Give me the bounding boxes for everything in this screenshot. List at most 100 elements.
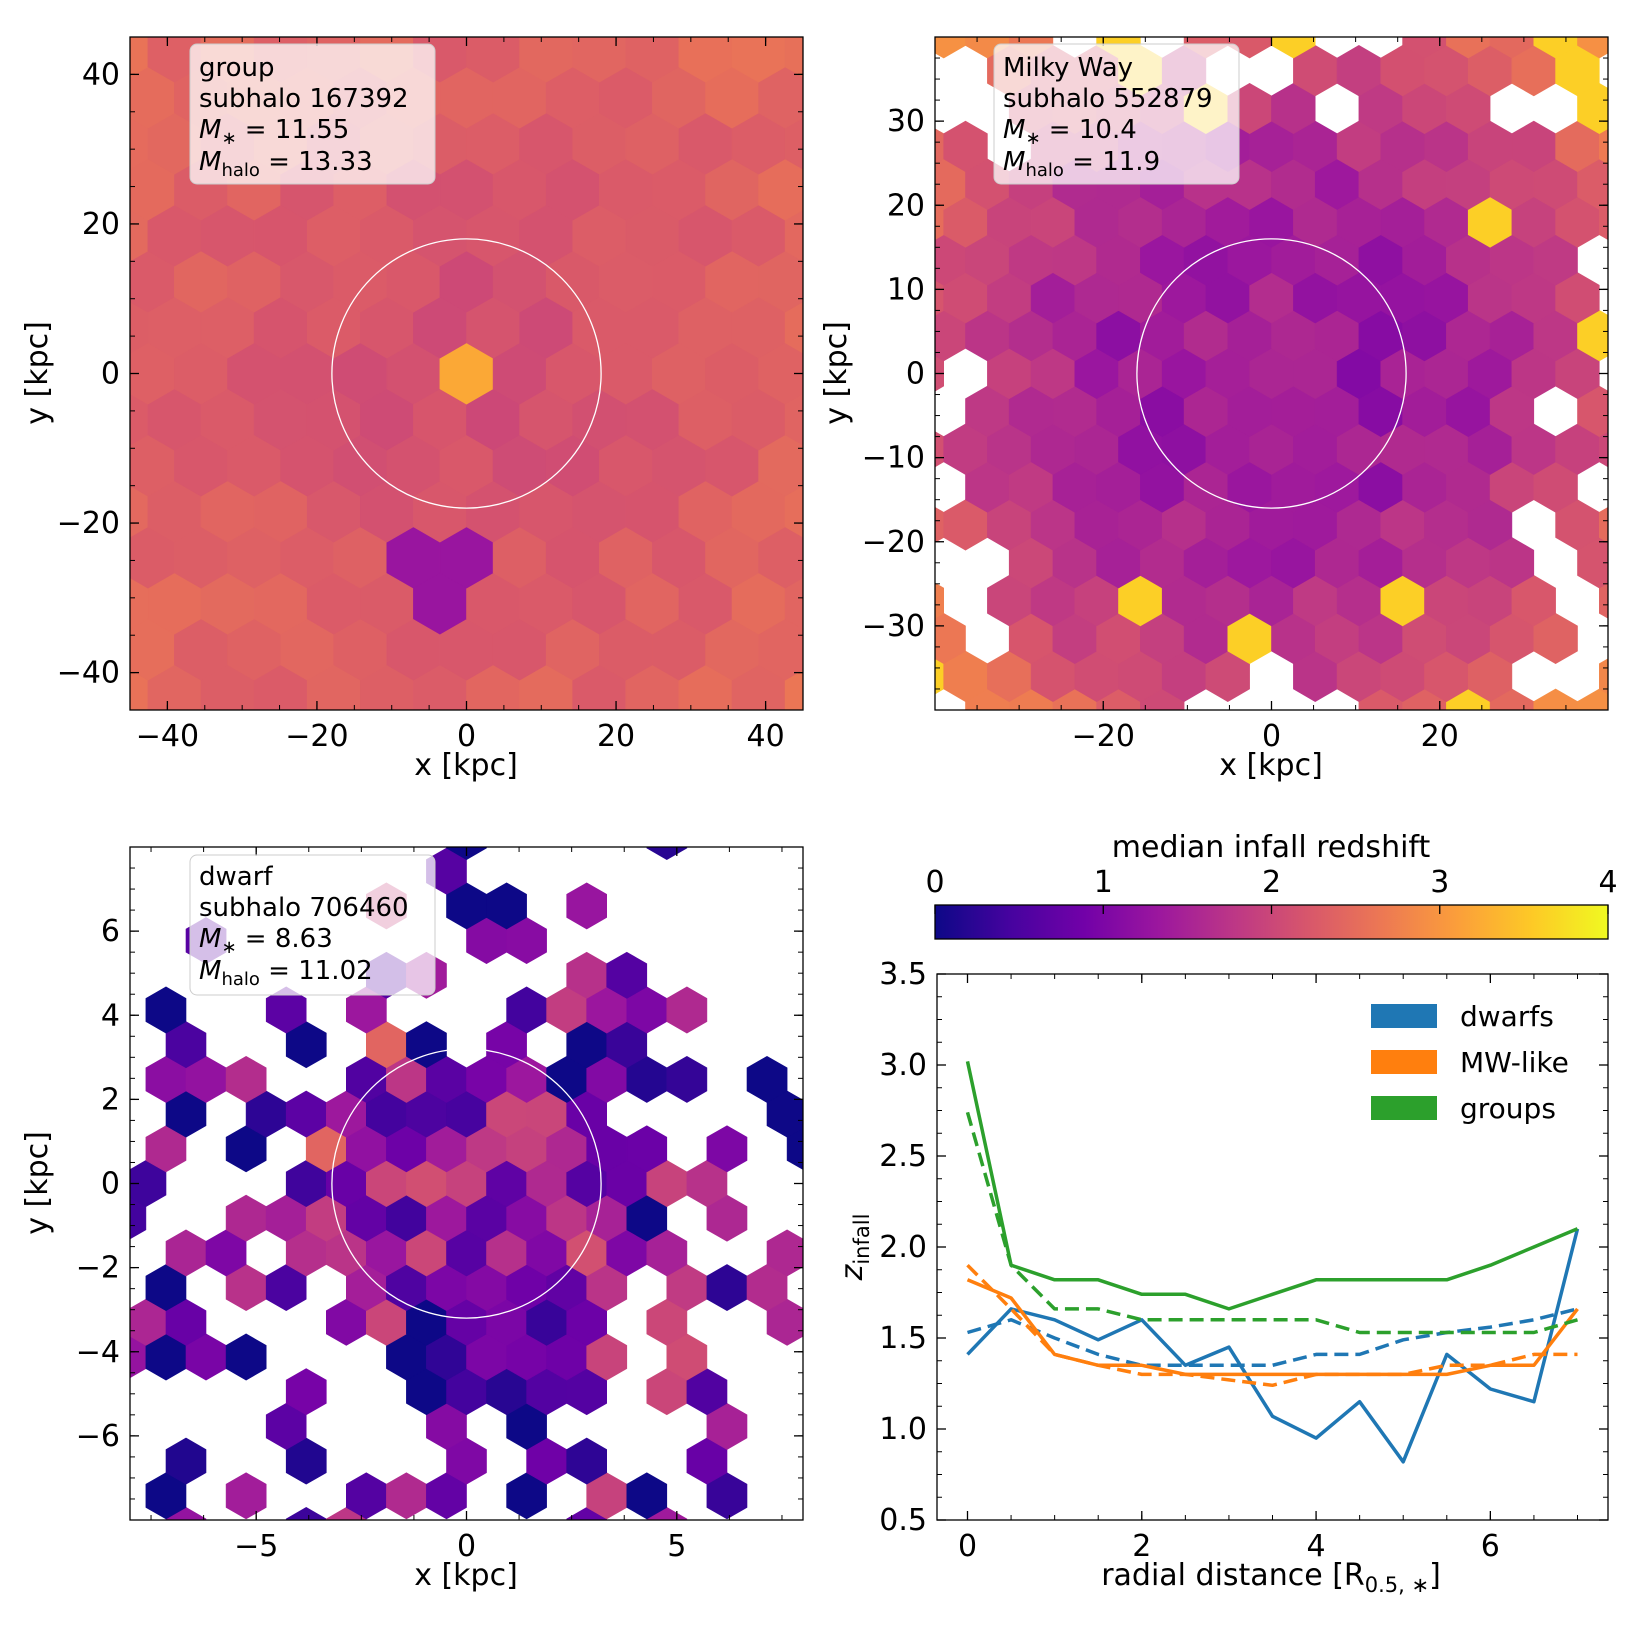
colorbar: median infall redshift 0 1 2 3 4: [925, 830, 1618, 940]
hex-cell: [943, 120, 988, 172]
label-dwarf-line2: subhalo 706460: [199, 893, 409, 923]
hex-cell: [1403, 765, 1447, 816]
y-tick-label: −10: [862, 441, 925, 476]
hex-cell: [1446, 37, 1491, 59]
y-tick-label: 3.5: [879, 957, 927, 992]
legend-swatch-mw-like: [1371, 1050, 1437, 1074]
hex-cell: [812, 527, 865, 588]
plot-frame-dwarf: [129, 846, 804, 1521]
hex-cell: [520, 757, 573, 818]
hex-cell: [891, 757, 944, 818]
axis-ticks-line-plot: 0 2 4 6 0.5 1.0 1.5 2.0 2.5 3.0 3.5: [879, 957, 1608, 1564]
half-mass-circle: [1136, 238, 1407, 509]
hex-cell: [827, 1334, 867, 1380]
xlabel-dwarf: x [kpc]: [414, 1558, 518, 1593]
hex-cell: [1578, 765, 1622, 816]
hex-cell: [813, 575, 857, 626]
colorbar-tick-label: 0: [925, 865, 944, 900]
hexbin-milky-way: [813, 0, 1627, 816]
plot-frame-group: [129, 36, 804, 711]
hex-cell: [878, 310, 922, 361]
x-tick-label: −5: [234, 1529, 278, 1564]
hex-cell: [856, 0, 900, 20]
ylabel-group: y [kpc]: [20, 321, 55, 425]
hex-cell: [965, 37, 1010, 59]
hex-cell: [1162, 727, 1206, 778]
legend-label-mw-like: MW-like: [1460, 1046, 1569, 1079]
x-tick-label: 2: [1132, 1529, 1151, 1564]
label-group-line2: subhalo 167392: [199, 84, 409, 114]
y-tick-label: 0.5: [879, 1503, 927, 1538]
hex-cell: [573, 757, 626, 818]
hex-cell: [440, 0, 493, 36]
hex-cell: [307, 757, 360, 818]
y-tick-label: 1.0: [879, 1412, 927, 1447]
hex-cell: [606, 951, 648, 999]
hex-cell: [679, 757, 732, 818]
hex-cell: [625, 37, 680, 83]
hex-cell: [15, 0, 68, 36]
hex-cell: [935, 37, 966, 59]
hex-cell: [165, 1437, 207, 1485]
hex-cell: [838, 665, 891, 726]
hex-cell: [206, 1577, 246, 1623]
hex-cell: [785, 757, 838, 818]
hex-cell: [1533, 37, 1578, 59]
hex-cell: [813, 500, 857, 551]
hex-cell: [68, 0, 121, 36]
axis-ticks-group: −40 −20 0 20 40 −40 −20 0 20 40: [57, 36, 804, 754]
hex-cell: [1599, 727, 1627, 778]
hex-cell: [1425, 0, 1469, 20]
hex-cell: [935, 582, 945, 619]
hex-cell: [784, 37, 803, 78]
hex-cell: [467, 779, 507, 825]
x-tick-label: 0: [457, 719, 476, 754]
hex-cell: [0, 21, 42, 82]
hex-cell: [519, 37, 574, 83]
hex-cell: [856, 348, 900, 398]
hex-cell: [0, 481, 42, 542]
hex-cell: [1227, 37, 1272, 59]
hex-cell: [334, 0, 387, 36]
legend-swatch-dwarfs: [1371, 1004, 1437, 1028]
half-mass-circle: [331, 1048, 602, 1319]
hex-cell: [812, 435, 865, 496]
hex-cell: [0, 527, 15, 588]
y-tick-label: 20: [887, 188, 925, 223]
hex-cell: [834, 83, 878, 133]
y-tick-label: −6: [76, 1419, 120, 1454]
hex-cell: [1402, 37, 1447, 59]
hex-cell: [15, 435, 68, 496]
hex-cell: [944, 0, 988, 20]
series-dwarfs-dashed: [967, 1307, 1578, 1368]
hex-cell: [121, 0, 174, 36]
y-tick-label: 2.5: [879, 1139, 927, 1174]
hex-cell: [813, 0, 857, 20]
hex-cell: [66, 1056, 106, 1102]
hex-cell: [1162, 0, 1206, 20]
y-tick-label: −20: [862, 525, 925, 560]
hex-cell: [922, 765, 966, 816]
hex-cell: [732, 757, 785, 818]
label-dwarf-mhalo: Mhalo = 11.02: [199, 956, 373, 990]
hex-cell: [228, 711, 281, 772]
hex-cell: [0, 159, 15, 220]
hex-cell: [1489, 37, 1535, 59]
hex-cell: [1075, 0, 1119, 20]
hex-cell: [546, 711, 599, 772]
hex-cell: [1621, 386, 1627, 437]
hex-cell: [878, 386, 922, 437]
label-group-line1: group: [199, 53, 275, 83]
hex-cell: [813, 727, 857, 778]
hex-cell: [1599, 506, 1608, 543]
hex-cell: [1621, 159, 1627, 210]
panel-dwarf: −5 0 5 −6 −4 −2 0 2 4 6 dwarf subhalo 706460 M∗ =…: [20, 779, 867, 1623]
half-mass-circle: [331, 238, 602, 509]
hex-cell: [865, 711, 918, 772]
y-tick-label: 30: [887, 104, 925, 139]
hex-cell: [566, 882, 608, 930]
series-mw-like-dashed: [966, 1263, 1578, 1388]
hex-cell: [900, 0, 944, 20]
hex-cell: [493, 0, 546, 36]
legend-label-groups: groups: [1460, 1092, 1556, 1125]
